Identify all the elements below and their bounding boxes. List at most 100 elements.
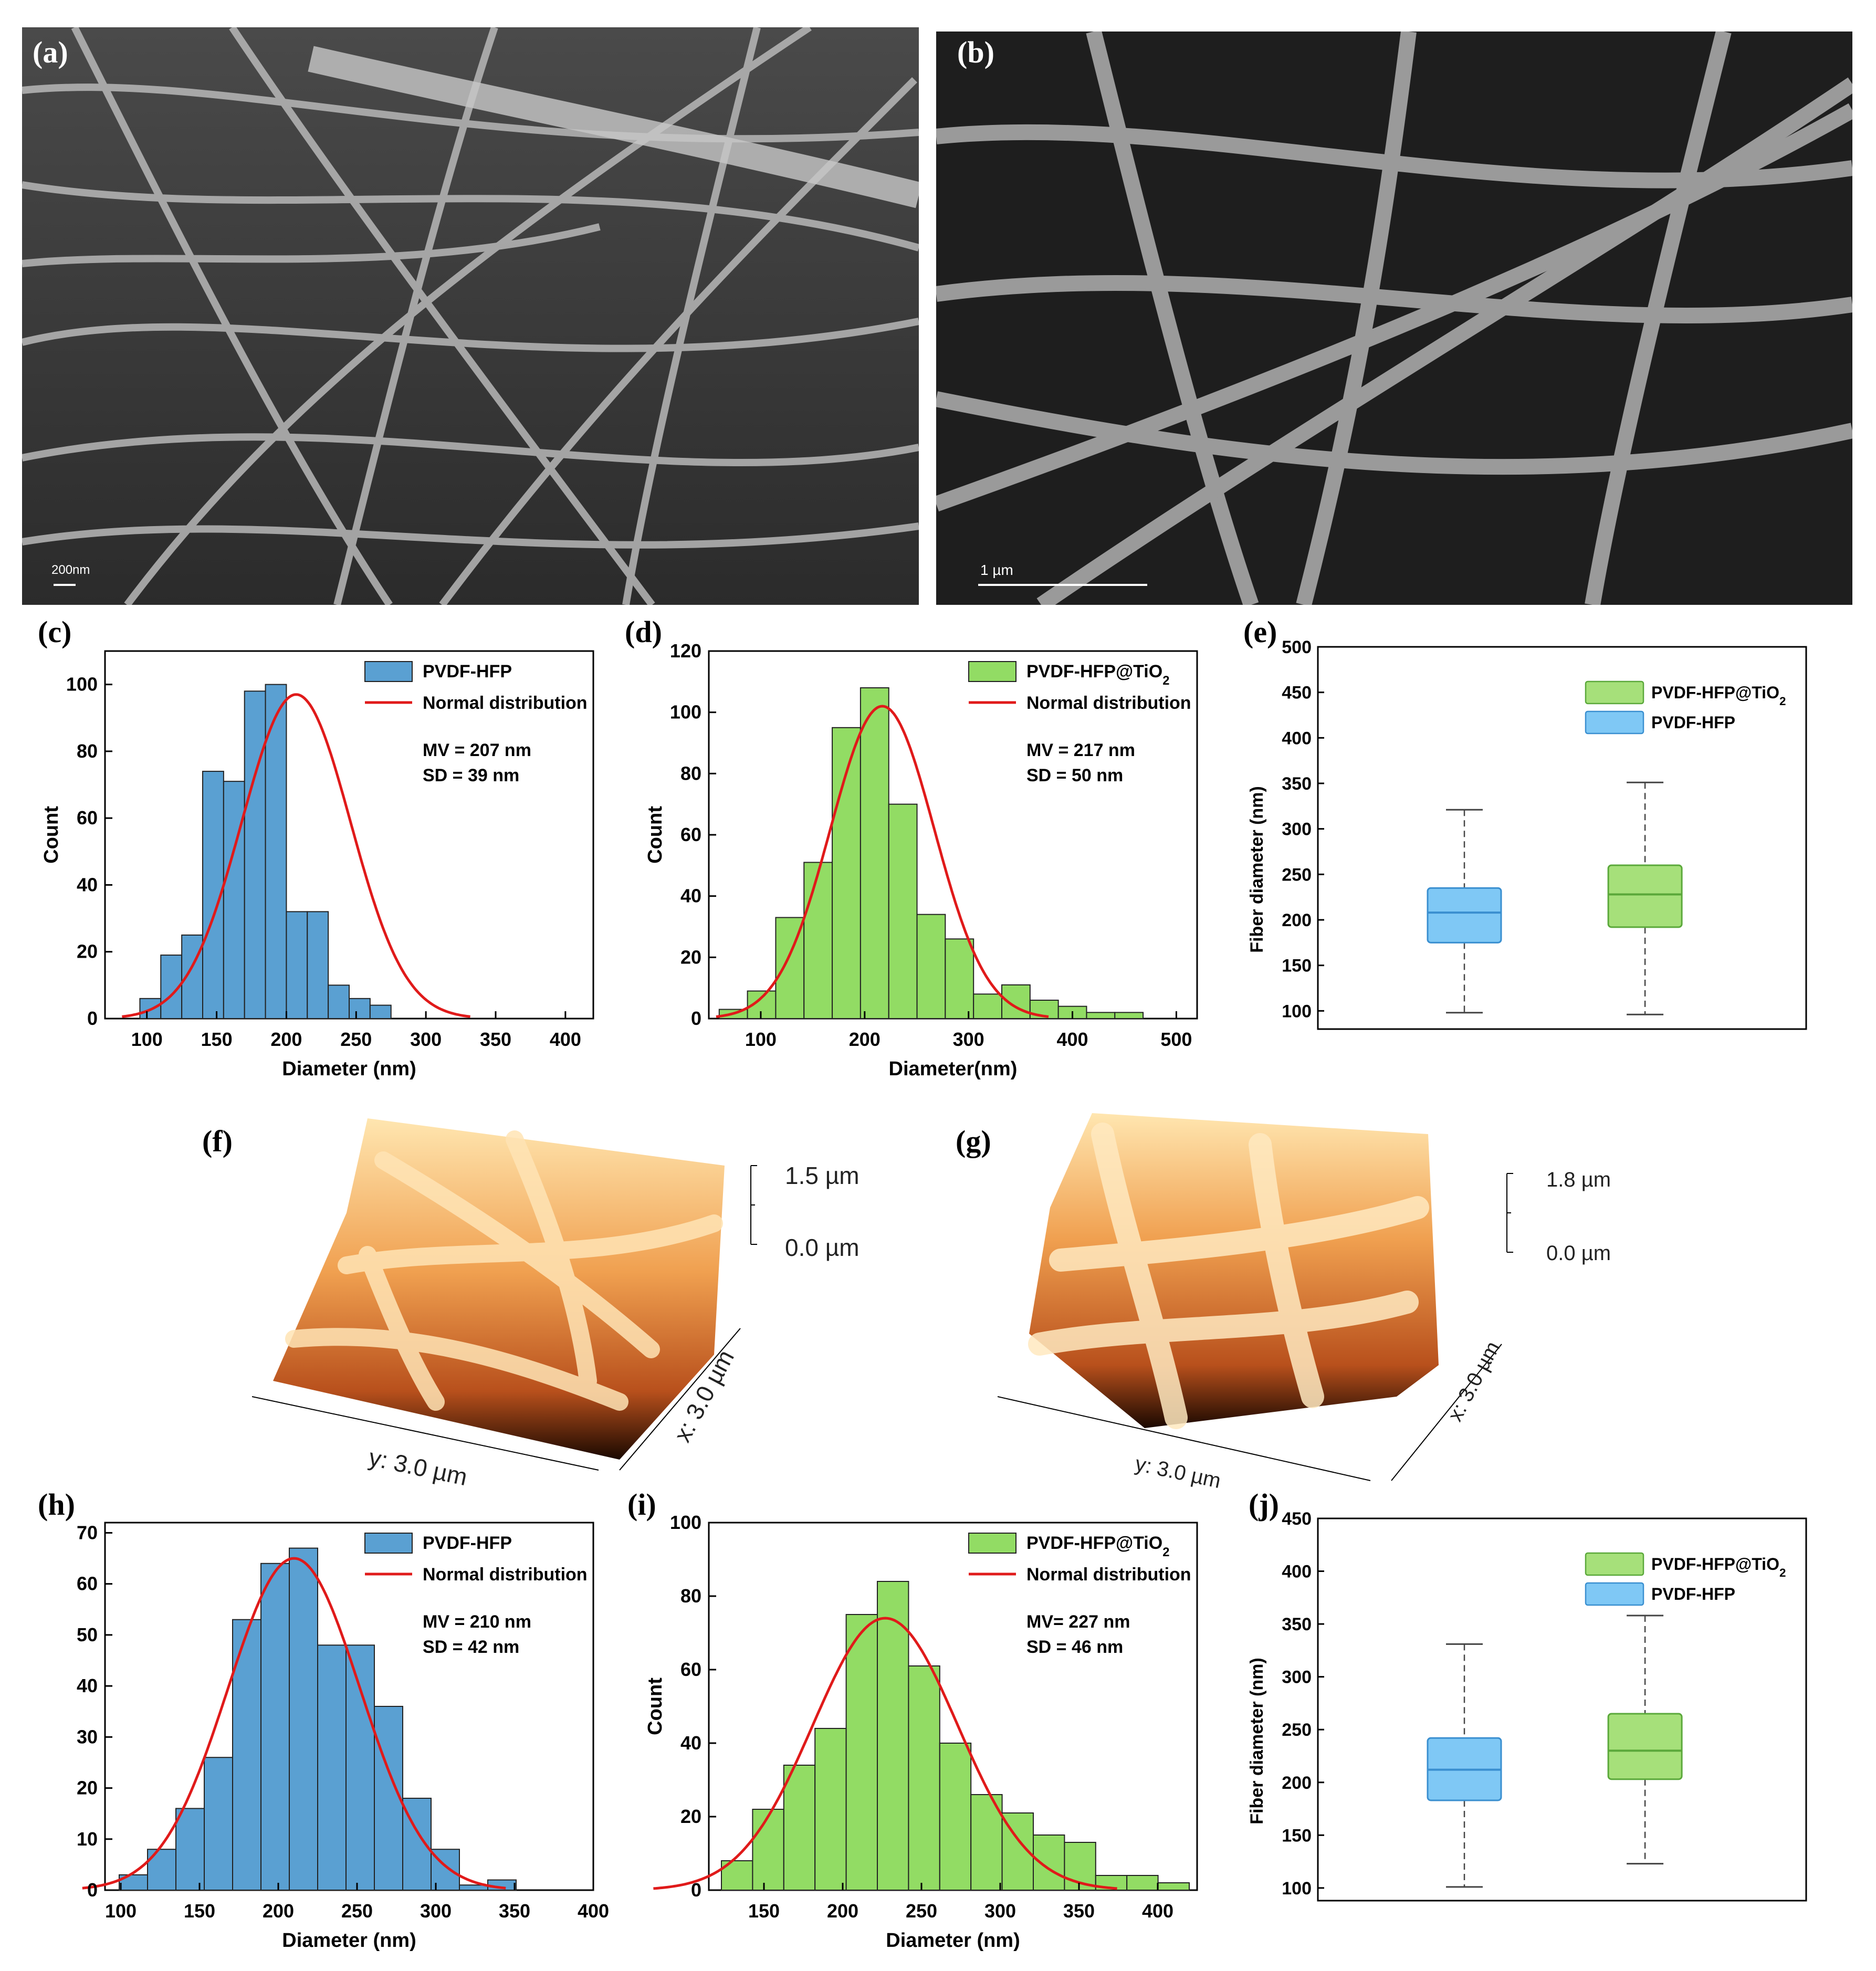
panel-label-i: (i) xyxy=(627,1487,656,1522)
panel-label-b: (b) xyxy=(957,35,994,69)
histogram-bar xyxy=(860,687,889,1019)
y-tick-label: 60 xyxy=(680,1659,701,1680)
y-tick-label: 450 xyxy=(1282,683,1312,703)
histogram-bar xyxy=(888,803,918,1019)
legend-swatch-hist xyxy=(968,1533,1016,1554)
legend-label-fit: Normal distribution xyxy=(423,1565,588,1585)
legend-swatch-hist xyxy=(364,1533,413,1554)
sem-image-a: (a) 200nm xyxy=(22,27,919,605)
x-tick-label: 300 xyxy=(984,1900,1016,1922)
y-tick-label: 120 xyxy=(670,641,701,662)
x-tick-label: 200 xyxy=(270,1029,302,1050)
panel-label-e: (e) xyxy=(1243,615,1277,649)
panel-label-c: (c) xyxy=(38,615,72,649)
x-tick-label: 400 xyxy=(578,1900,609,1922)
y-axis-label: Count xyxy=(644,1678,666,1735)
y-axis-label: Count xyxy=(40,806,62,864)
panel-label-d: (d) xyxy=(625,615,662,649)
histogram-bar xyxy=(307,911,329,1020)
boxplot-j: 100 150 200 250 300 350 400 450 Fiber diameter (… xyxy=(1247,1512,1807,1902)
y-axis-label: Fiber diameter (nm) xyxy=(1247,786,1267,952)
histogram-c: 100 150 200 250 300 350 400 0 20 40 60 80 100 Diamete… xyxy=(40,650,594,1080)
annotation-sd: SD = 50 nm xyxy=(1026,766,1123,785)
y-tick-label: 30 xyxy=(77,1726,98,1747)
annotation-mv: MV = 210 nm xyxy=(423,1612,531,1632)
histogram-bar xyxy=(1086,1012,1116,1019)
y-tick-label: 60 xyxy=(77,1573,98,1595)
x-tick-label: 200 xyxy=(263,1900,294,1922)
histogram-bar xyxy=(317,1644,347,1891)
x-tick-label: 300 xyxy=(420,1900,452,1922)
panel-label-a: (a) xyxy=(33,35,68,69)
y-tick-label: 400 xyxy=(1282,1562,1312,1582)
y-tick-label: 20 xyxy=(680,946,701,968)
histogram-d: 100 200 300 400 500 0 20 40 60 80 100 120 Diameter(n… xyxy=(644,641,1198,1080)
histogram-bar xyxy=(945,938,974,1019)
y-tick-label: 500 xyxy=(1282,641,1312,657)
legend-label-fit: Normal distribution xyxy=(1026,693,1191,713)
y-tick-label: 100 xyxy=(670,1512,701,1533)
afm-g-ylabel: y: 3.0 µm xyxy=(1133,1452,1223,1491)
x-tick-label: 400 xyxy=(550,1029,581,1050)
histogram-bar xyxy=(1157,1882,1190,1891)
annotation-mv: MV = 207 nm xyxy=(423,740,531,760)
histogram-bar xyxy=(369,1004,392,1020)
histogram-bar xyxy=(349,998,371,1019)
y-tick-label: 250 xyxy=(1282,1720,1312,1740)
x-tick-label: 100 xyxy=(105,1900,137,1922)
histogram-bar xyxy=(260,1563,290,1891)
histogram-bar xyxy=(1114,1012,1144,1019)
scale-label-b: 1 µm xyxy=(980,562,1013,578)
y-tick-label: 20 xyxy=(77,1777,98,1799)
histogram-h: 100 150 200 250 300 350 400 0 10 20 30 40 50 60 70 Diam… xyxy=(77,1522,609,1952)
plot-frame xyxy=(1317,646,1807,1030)
afm-surface-g: 1.8 µm 0.0 µm x: 3.0 µm y: 3.0 µm xyxy=(998,1113,1611,1491)
legend-label-hist: PVDF-HFP@TiO2 xyxy=(1026,662,1169,688)
y-tick-label: 20 xyxy=(680,1806,701,1827)
boxplot-e: 100 150 200 250 300 350 400 450 500 Fiber diamete… xyxy=(1247,641,1807,1030)
y-tick-label: 80 xyxy=(680,1585,701,1607)
x-tick-label: 250 xyxy=(340,1029,372,1050)
y-tick-label: 450 xyxy=(1282,1512,1312,1529)
x-tick-label: 350 xyxy=(499,1900,530,1922)
histogram-bar xyxy=(783,1765,816,1891)
normal-fit-curve xyxy=(82,1557,506,1890)
histogram-bar xyxy=(752,1809,784,1891)
histogram-bar xyxy=(223,781,245,1019)
annotation-sd: SD = 46 nm xyxy=(1026,1637,1123,1657)
x-axis-label: Diameter (nm) xyxy=(282,1058,416,1080)
histogram-bar xyxy=(814,1728,847,1891)
histogram-bar xyxy=(244,690,266,1019)
normal-fit-curve xyxy=(653,1617,1117,1890)
afm-f-zmax: 1.5 µm xyxy=(785,1162,860,1189)
histogram-bar xyxy=(973,993,1002,1019)
legend-swatch-blue xyxy=(1585,710,1644,735)
x-tick-label: 350 xyxy=(1063,1900,1095,1922)
legend-label-hist: PVDF-HFP@TiO2 xyxy=(1026,1533,1169,1559)
histogram-bar xyxy=(970,1794,1003,1891)
x-axis-label: Diameter (nm) xyxy=(886,1930,1020,1952)
y-tick-label: 150 xyxy=(1282,956,1312,976)
y-tick-label: 100 xyxy=(66,674,98,695)
x-tick-label: 100 xyxy=(745,1029,777,1050)
x-tick-label: 200 xyxy=(827,1900,858,1922)
x-axis-label: Diameter(nm) xyxy=(889,1058,1018,1080)
box xyxy=(1427,887,1502,943)
afm-f-ylabel: y: 3.0 µm xyxy=(366,1443,470,1486)
x-tick-label: 200 xyxy=(849,1029,881,1050)
panel-label-f: (f) xyxy=(202,1124,233,1158)
panel-label-j: (j) xyxy=(1249,1487,1279,1522)
x-tick-label: 150 xyxy=(201,1029,233,1050)
legend-swatch-green xyxy=(1585,1552,1644,1576)
x-tick-label: 300 xyxy=(953,1029,984,1050)
y-tick-label: 300 xyxy=(1282,1668,1312,1687)
legend-label-hist: PVDF-HFP xyxy=(423,1533,512,1553)
sem-fibers-b xyxy=(936,32,1852,605)
histogram-bar xyxy=(916,914,946,1020)
histogram-bar xyxy=(803,862,833,1019)
histogram-bar xyxy=(877,1581,909,1891)
y-tick-label: 50 xyxy=(77,1624,98,1645)
y-tick-label: 80 xyxy=(680,762,701,784)
plot-frame xyxy=(1317,1517,1807,1902)
panel-label-h: (h) xyxy=(38,1487,75,1522)
